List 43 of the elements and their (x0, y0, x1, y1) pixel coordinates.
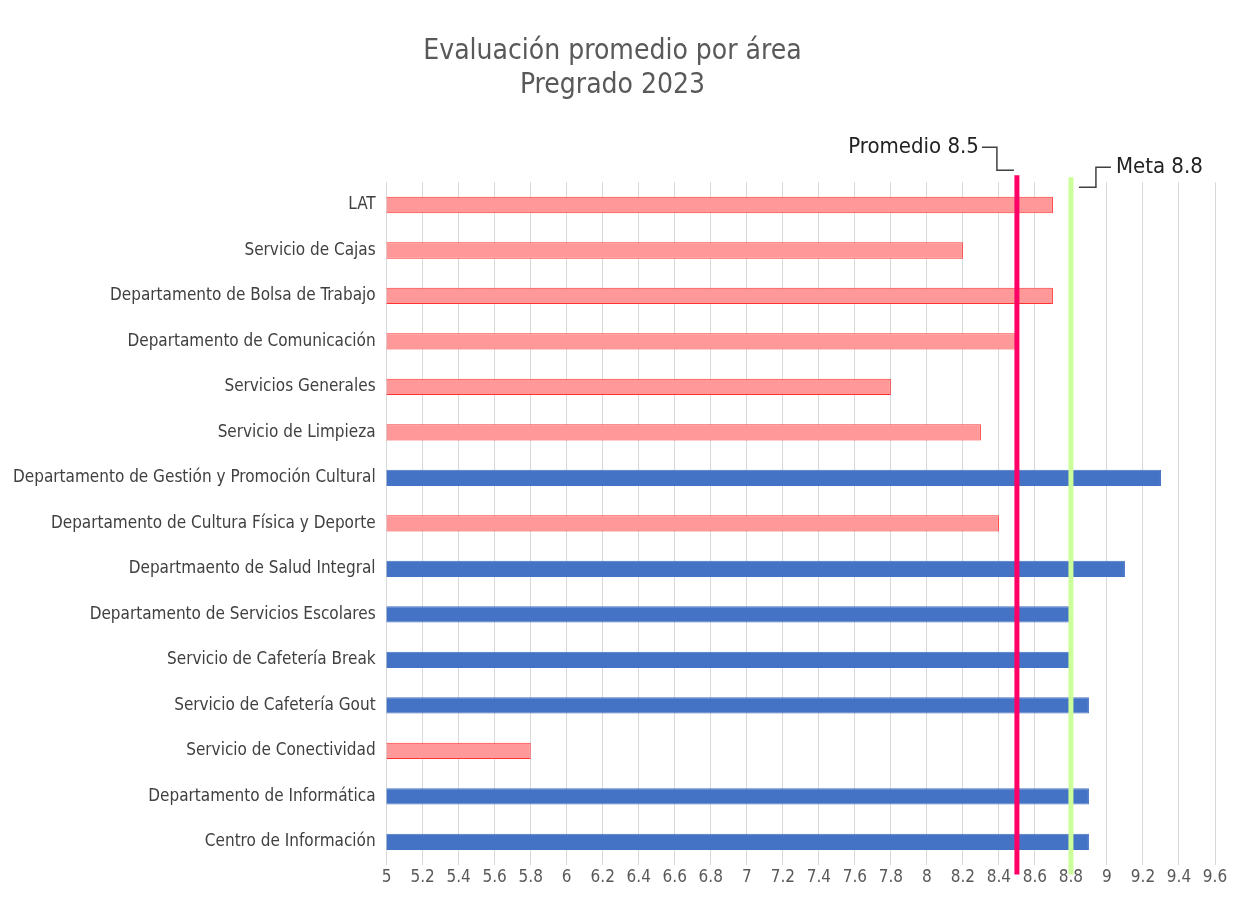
y-tick-label: Departamento de Informática (148, 784, 376, 805)
x-tick-label: 9.2 (1130, 866, 1156, 887)
x-tick-label: 7.6 (842, 866, 868, 887)
y-tick-label: Servicio de Limpieza (217, 420, 376, 441)
y-tick-label: Centro de Información (204, 830, 376, 851)
x-tick-label: 8.4 (986, 866, 1012, 887)
x-tick-label: 8.8 (1058, 866, 1084, 887)
y-tick-label: Departamento de Gestión y Promoción Cultural (13, 466, 376, 487)
x-tick-label: 6.6 (662, 866, 687, 887)
ref-line-label: Promedio 8.5 (848, 132, 979, 158)
y-tick-label: Servicio de Cafetería Gout (174, 693, 376, 714)
x-tick-label: 5.6 (482, 866, 507, 887)
y-tick-label: LAT (348, 193, 377, 214)
x-tick-label: 5.4 (446, 866, 471, 887)
x-tick-label: 9.4 (1166, 866, 1192, 887)
x-tick-label: 5.2 (410, 866, 435, 887)
text: Evaluación promedio por área (423, 33, 802, 67)
x-tick-label: 5 (381, 866, 392, 887)
y-tick-label: Servicio de Cajas (244, 238, 376, 259)
x-tick-label: 8.2 (950, 866, 976, 887)
x-tick-label: 5.8 (518, 866, 543, 887)
x-tick-label: 7.4 (806, 866, 831, 887)
y-tick-label: Departmaento de Salud Integral (128, 557, 376, 578)
x-tick-label: 6.2 (590, 866, 615, 887)
x-tick-label: 6.8 (698, 866, 723, 887)
x-tick-label: 9.6 (1202, 866, 1228, 887)
text: Pregrado 2023 (519, 66, 706, 100)
y-tick-label: Departamento de Cultura Física y Deporte (50, 511, 376, 532)
x-tick-label: 7.8 (878, 866, 904, 887)
x-tick-label: 7.2 (770, 866, 795, 887)
ref-line-label: Meta 8.8 (1115, 152, 1203, 178)
x-tick-label: 8 (922, 866, 932, 887)
x-tick-label: 9 (1102, 866, 1112, 887)
y-tick-label: Servicio de Conectividad (186, 739, 376, 760)
y-tick-label: Departamento de Servicios Escolares (89, 602, 376, 623)
y-tick-label: Departamento de Bolsa de Trabajo (110, 284, 376, 305)
y-tick-label: Servicio de Cafetería Break (167, 648, 376, 669)
y-tick-label: Servicios Generales (224, 375, 376, 396)
x-tick-label: 8.6 (1022, 866, 1048, 887)
x-tick-label: 6.4 (626, 866, 651, 887)
y-tick-label: Departamento de Comunicación (127, 329, 376, 350)
x-tick-label: 6 (561, 866, 572, 887)
x-tick-label: 7 (741, 866, 752, 887)
